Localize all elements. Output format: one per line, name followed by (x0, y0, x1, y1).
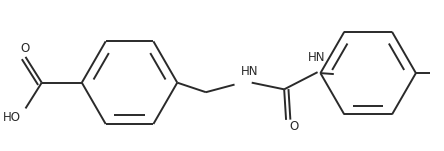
Text: HN: HN (308, 51, 325, 64)
Text: O: O (20, 42, 29, 55)
Text: O: O (289, 120, 298, 133)
Text: HN: HN (241, 65, 259, 78)
Text: HO: HO (3, 111, 21, 124)
Text: F: F (443, 67, 444, 80)
